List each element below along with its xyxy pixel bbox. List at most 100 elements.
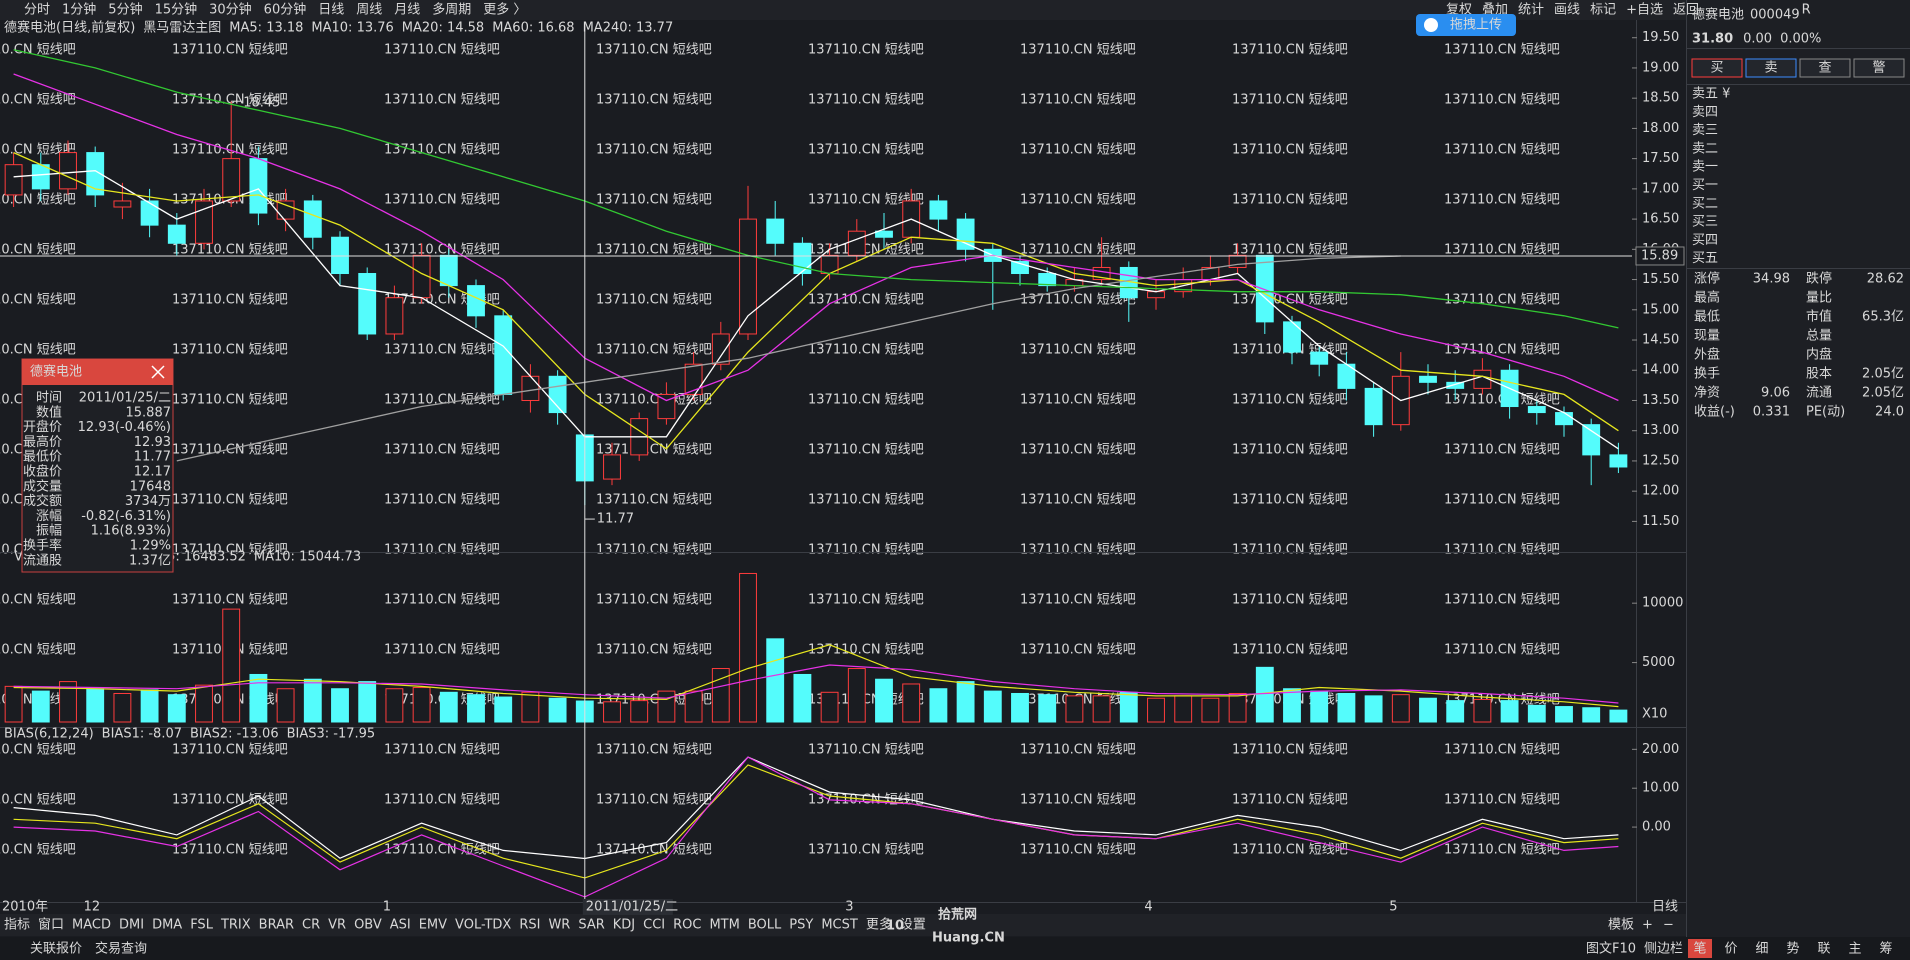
mode-button[interactable]: 筹 — [1879, 941, 1892, 957]
mode-button[interactable]: 笔 — [1693, 941, 1706, 957]
period-tab[interactable]: 15分钟 — [155, 2, 198, 18]
trade-button[interactable] — [1853, 58, 1905, 78]
indicator-tab[interactable]: RSI — [519, 918, 540, 933]
status-link[interactable]: 侧边栏 — [1644, 942, 1683, 957]
tool-button[interactable]: 统计 — [1518, 3, 1544, 18]
volume-bar — [303, 678, 322, 723]
indicator-tab[interactable]: BOLL — [748, 918, 782, 933]
trade-button-label[interactable]: 警 — [1872, 60, 1885, 76]
mode-button[interactable]: 联 — [1817, 942, 1830, 957]
popup-value: 11.77 — [134, 450, 171, 465]
tool-button[interactable]: 叠加 — [1482, 3, 1508, 18]
indicator-tab[interactable]: BRAR — [259, 918, 294, 933]
period-tab[interactable]: 30分钟 — [209, 2, 252, 18]
indicator-tab[interactable]: EMV — [419, 918, 447, 933]
tool-button[interactable]: 标记 — [1590, 3, 1616, 18]
indicator-tab[interactable]: 设置 — [900, 918, 926, 933]
watermark-text: 137110.CN 短线吧 — [1232, 543, 1348, 558]
logo-name: 拾荒网 — [938, 907, 977, 923]
period-tab[interactable]: 月线 — [394, 3, 420, 18]
indicator-tab[interactable]: VR — [328, 918, 346, 933]
trade-button[interactable] — [1799, 58, 1851, 78]
indicator-tab[interactable]: OBV — [354, 918, 382, 933]
upload-label[interactable]: 拖拽上传 — [1450, 18, 1502, 33]
trade-button[interactable] — [1745, 58, 1797, 78]
watermark-text: 137110.CN 短线吧 — [384, 793, 500, 808]
watermark-text: 137110.CN 短线吧 — [808, 193, 924, 208]
trade-button-label[interactable]: 查 — [1818, 61, 1831, 76]
watermark-text: 137110.CN 短线吧 — [596, 443, 712, 458]
period-tab[interactable]: 分时 — [24, 3, 50, 18]
volume-bar — [222, 608, 241, 723]
watermark-text: 137110.CN 短线吧 — [1020, 843, 1136, 858]
status-link[interactable]: 交易查询 — [95, 941, 147, 957]
status-link[interactable]: 关联报价 — [30, 942, 82, 957]
watermark-text: 137110.CN 短线吧 — [384, 193, 500, 208]
period-tab[interactable]: 1分钟 — [62, 2, 96, 18]
indicator-tab[interactable]: 更多 — [866, 917, 892, 933]
trade-button-label[interactable]: 买 — [1710, 61, 1723, 76]
tool-button[interactable]: +自选 — [1626, 3, 1663, 18]
mode-button[interactable]: 细 — [1755, 942, 1768, 957]
indicator-tab[interactable]: DMI — [119, 918, 144, 933]
trade-button[interactable] — [1691, 58, 1743, 78]
y-tick-label: 20.00 — [1642, 742, 1679, 757]
x-tick-label: 2010年 — [2, 900, 48, 915]
watermark-text: 137110.CN 短线吧 — [1232, 793, 1348, 808]
indicator-tab[interactable]: ROC — [673, 918, 701, 933]
template-button[interactable]: + — [1642, 918, 1653, 933]
indicator-tab[interactable]: DMA — [152, 918, 182, 933]
logo-domain: Huang.CN — [932, 931, 1005, 946]
mode-button[interactable]: 价 — [1724, 942, 1737, 957]
candle-body — [657, 393, 676, 420]
candle-body — [1038, 273, 1057, 287]
watermark-text: 137110.CN 短线吧 — [1444, 43, 1560, 58]
indicator-tab[interactable]: CCI — [643, 918, 665, 933]
indicator-tab[interactable]: FSL — [190, 918, 214, 933]
close-icon[interactable] — [151, 365, 165, 379]
x-tick-label: 5 — [1389, 900, 1397, 915]
indicator-tab[interactable]: MACD — [72, 918, 111, 933]
period-tab[interactable]: 多周期 — [432, 2, 471, 18]
upload-button[interactable] — [1416, 14, 1516, 36]
volume-bar — [711, 668, 730, 723]
status-link[interactable]: 图文F10 — [1586, 942, 1636, 957]
candle-body — [4, 164, 23, 196]
quote-panel — [1687, 0, 1910, 960]
indicator-tab[interactable]: CR — [302, 918, 320, 933]
period-tab[interactable]: 周线 — [356, 3, 382, 18]
stock-code: 000049 — [1750, 8, 1800, 23]
indicator-tab[interactable]: PSY — [789, 918, 813, 933]
candle-body — [385, 297, 404, 335]
indicator-tab[interactable]: WR — [548, 918, 570, 933]
indicator-tab[interactable]: TRIX — [220, 918, 251, 933]
tool-button[interactable]: 返回 — [1673, 3, 1699, 18]
order-book-label: 买二 — [1692, 196, 1718, 211]
mode-button[interactable]: 势 — [1786, 941, 1799, 957]
period-tab[interactable]: 日线 — [318, 3, 344, 18]
volume-bar — [929, 688, 948, 723]
template-button[interactable]: − — [1663, 918, 1674, 933]
indicator-tab[interactable]: SAR — [578, 918, 604, 933]
tool-button[interactable]: 复权 — [1446, 2, 1472, 18]
trade-button-label[interactable]: 卖 — [1764, 61, 1777, 76]
indicator-tab[interactable]: MCST — [821, 918, 858, 933]
indicator-tab[interactable]: VOL-TDX — [455, 918, 511, 933]
tool-button[interactable]: 画线 — [1554, 3, 1580, 18]
period-tab[interactable]: 60分钟 — [264, 2, 307, 18]
indicator-tab[interactable]: MTM — [709, 918, 739, 933]
indicator-tab[interactable]: ASI — [390, 918, 411, 933]
indicator-tab[interactable]: KDJ — [613, 918, 635, 933]
stat-value: 65.3亿 — [1862, 310, 1904, 325]
indicator-tab[interactable]: 指标 — [4, 918, 30, 933]
x-tick-label: 2011/01/25/二 — [586, 900, 678, 915]
period-tab[interactable]: 更多 〉 — [483, 2, 526, 18]
mode-button[interactable]: 主 — [1848, 942, 1861, 957]
x-tick-label: 4 — [1144, 900, 1152, 915]
stat-value: 9.06 — [1761, 386, 1790, 401]
candle-body — [956, 218, 975, 250]
period-tab[interactable]: 5分钟 — [108, 2, 142, 18]
template-button[interactable]: 模板 — [1608, 918, 1634, 933]
indicator-tab[interactable]: 窗口 — [38, 917, 64, 933]
